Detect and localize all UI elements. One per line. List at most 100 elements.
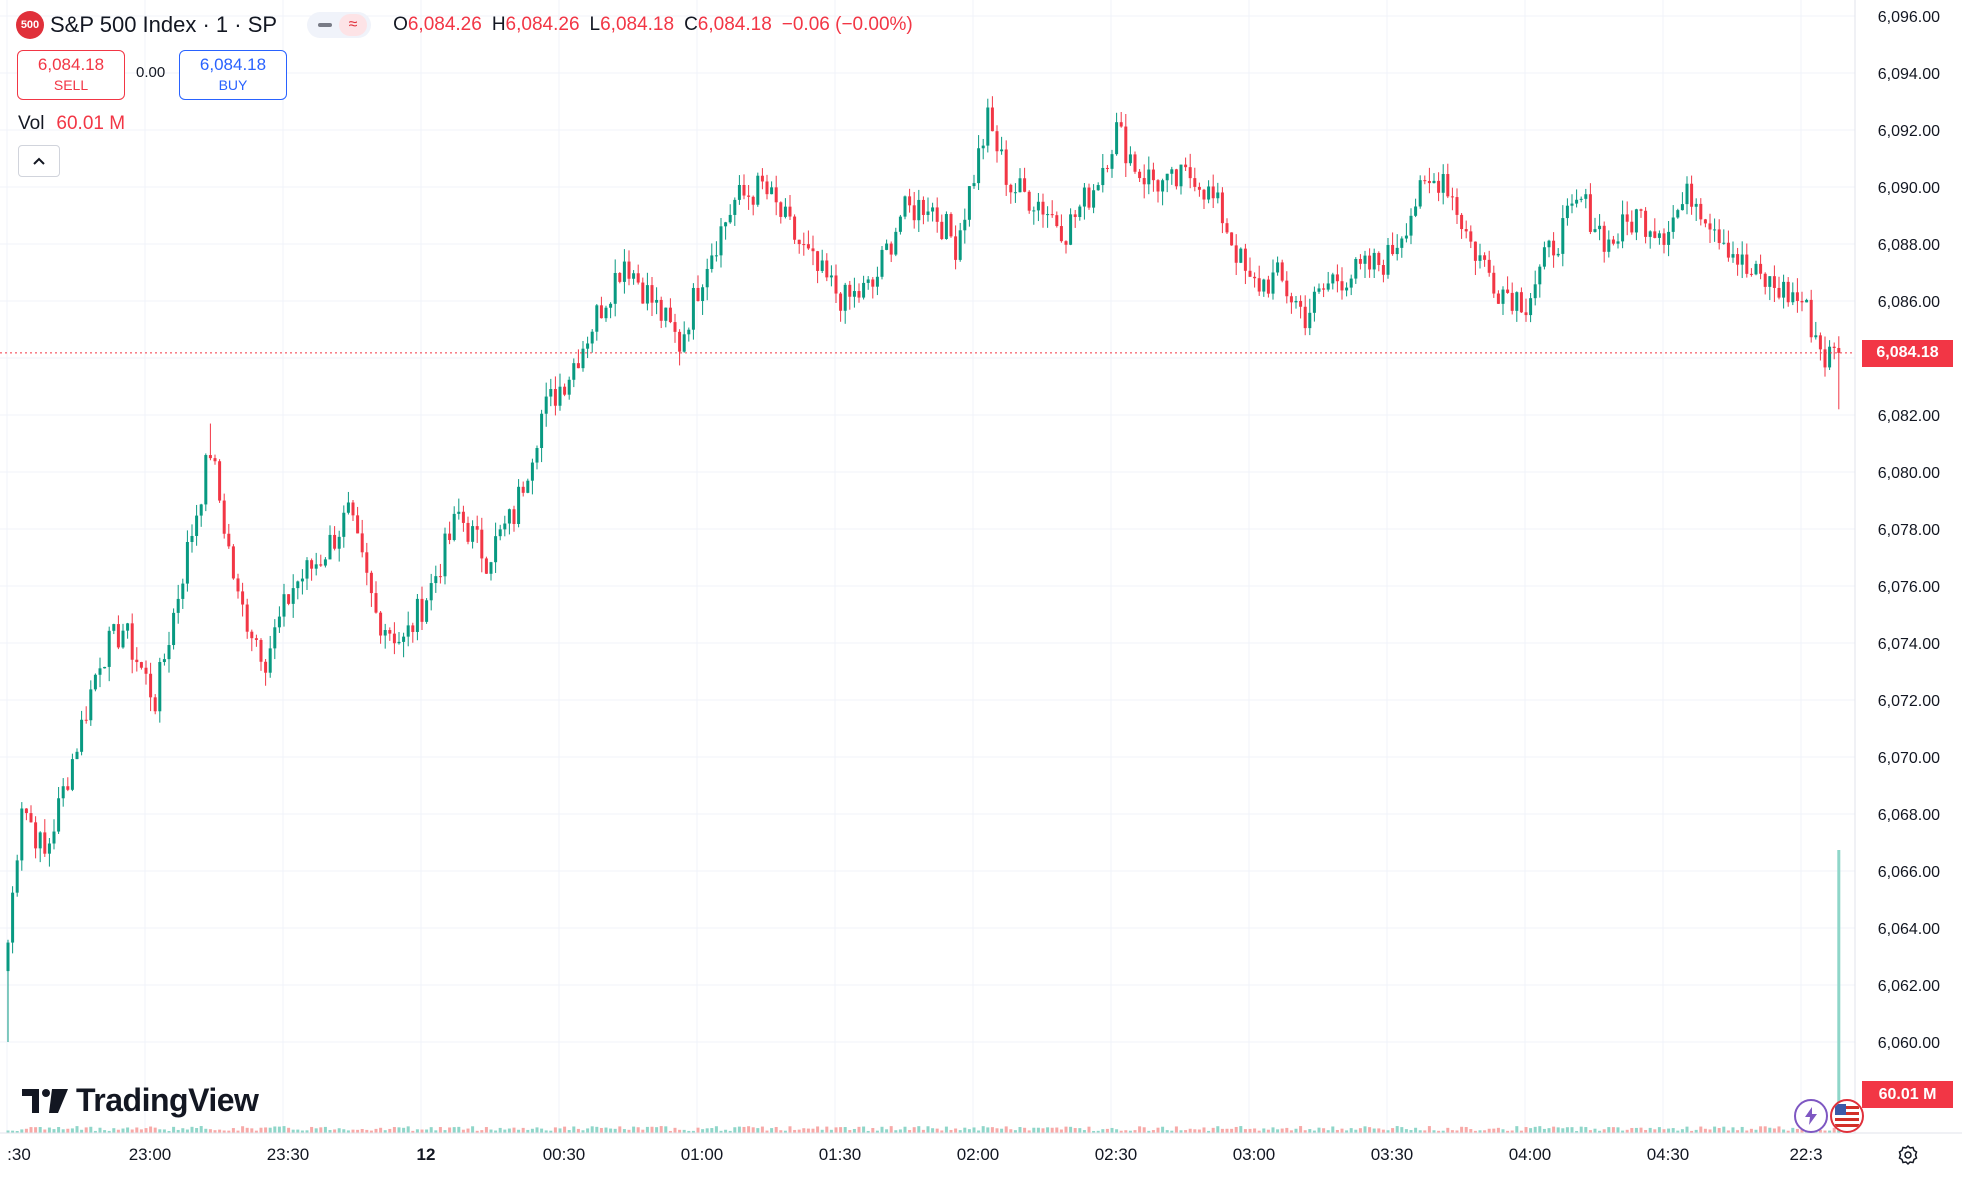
candle-body	[1326, 283, 1330, 290]
candle-body	[356, 515, 360, 534]
volume-bar	[1349, 1128, 1353, 1133]
volume-bar	[1013, 1130, 1017, 1133]
candle-body	[1731, 254, 1735, 258]
volume-bar	[664, 1126, 668, 1133]
tradingview-logo[interactable]: TradingView	[22, 1082, 259, 1119]
volume-bar	[1285, 1127, 1289, 1133]
candle-body	[972, 183, 976, 187]
candle-body	[1409, 215, 1413, 236]
minus-icon[interactable]	[311, 14, 339, 36]
candle-body	[1248, 270, 1252, 277]
candle-body	[1579, 198, 1583, 200]
symbol-title[interactable]: S&P 500 Index · 1 · SP	[50, 12, 278, 37]
candle-body	[820, 260, 824, 271]
candle-body	[1694, 203, 1698, 207]
volume-bar	[880, 1126, 884, 1133]
volume-bar	[1087, 1126, 1091, 1133]
us-flag-icon[interactable]	[1830, 1099, 1864, 1133]
volume-bars	[6, 850, 1841, 1133]
candle-body	[756, 175, 760, 205]
volume-bar	[1414, 1127, 1418, 1133]
candle-body	[1708, 223, 1712, 230]
candle-body	[751, 196, 755, 205]
candle-body	[521, 486, 525, 493]
candle-body	[1069, 214, 1073, 245]
price-axis[interactable]: 6,096.00 6,094.00 6,092.00 6,090.00 6,088.00…	[1878, 9, 1940, 1052]
volume-bar	[512, 1127, 516, 1133]
volume-bar	[1437, 1130, 1441, 1133]
volume-bar	[1524, 1127, 1528, 1133]
candle-body	[1299, 300, 1303, 307]
candle-body	[1455, 197, 1459, 215]
candle-body	[503, 523, 507, 530]
candle-body	[1828, 346, 1832, 368]
chart-mode-toggle[interactable]: ≈	[307, 12, 372, 38]
volume-bar	[452, 1127, 456, 1133]
volume-bar	[1441, 1130, 1445, 1133]
candle-body	[434, 576, 438, 584]
candle-body	[484, 558, 488, 574]
buy-button[interactable]: 6,084.18 BUY	[179, 50, 287, 100]
candle-body	[1243, 248, 1247, 271]
volume-bar	[765, 1130, 769, 1133]
volume-bar	[181, 1128, 185, 1133]
price-tick-label: 6,090.00	[1878, 180, 1940, 197]
volume-bar	[1593, 1128, 1597, 1133]
sell-button[interactable]: 6,084.18 SELL	[17, 50, 125, 100]
collapse-legend-button[interactable]	[18, 145, 60, 177]
volume-bar	[1078, 1128, 1082, 1133]
volume-bar	[139, 1129, 143, 1133]
candle-body	[682, 334, 686, 352]
time-axis[interactable]: :30 23:00 23:30 12 00:30 01:00 01:30 02:00 02:30…	[7, 1145, 1822, 1164]
candle-body	[921, 199, 925, 215]
volume-bar	[1464, 1127, 1468, 1133]
candle-body	[1722, 242, 1726, 244]
candle-body	[1119, 122, 1123, 127]
lightning-icon[interactable]	[1794, 1099, 1828, 1133]
candle-body	[1335, 274, 1339, 282]
candle-body	[834, 275, 838, 294]
candle-body	[1653, 231, 1657, 238]
candle-body	[1197, 186, 1201, 190]
settings-icon[interactable]	[1893, 1140, 1923, 1170]
candle-body	[793, 216, 797, 240]
volume-bar	[112, 1128, 116, 1133]
volume-bar	[342, 1129, 346, 1133]
volume-bar	[1147, 1130, 1151, 1133]
volume-bar	[733, 1127, 737, 1133]
candle-body	[1676, 210, 1680, 218]
buy-price: 6,084.18	[199, 55, 267, 74]
volume-bar	[944, 1126, 948, 1133]
volume-bar	[1823, 1130, 1827, 1133]
volume-bar	[273, 1126, 277, 1133]
candle-body	[931, 207, 935, 212]
volume-bar	[135, 1127, 139, 1133]
candle-body	[1602, 225, 1606, 252]
volume-bar	[24, 1128, 28, 1133]
price-tick-label: 6,066.00	[1878, 864, 1940, 881]
candle-body	[747, 195, 751, 197]
candle-body	[333, 534, 337, 549]
volume-bar	[494, 1130, 498, 1133]
candle-body	[1487, 259, 1491, 273]
close-value: 6,084.18	[697, 14, 772, 35]
volume-bar	[783, 1130, 787, 1133]
volume-bar	[802, 1128, 806, 1133]
candle-body	[1478, 255, 1482, 261]
volume-bar	[595, 1126, 599, 1133]
volume-bar	[1317, 1127, 1321, 1133]
candle-body	[126, 623, 130, 631]
last-price-tag: 6,084.18	[1862, 339, 1953, 367]
candle-body	[990, 107, 994, 132]
approx-icon[interactable]: ≈	[339, 14, 368, 36]
low-value: 6,084.18	[600, 14, 675, 35]
candle-body	[1496, 293, 1500, 304]
volume-bar	[245, 1127, 249, 1133]
candle-body	[1630, 221, 1634, 233]
tradingview-wordmark: TradingView	[76, 1082, 259, 1118]
volume-bar	[1386, 1130, 1390, 1133]
change-value: −0.06 (−0.00%)	[781, 14, 913, 35]
close-label: C	[684, 14, 698, 35]
candle-body	[549, 389, 553, 397]
